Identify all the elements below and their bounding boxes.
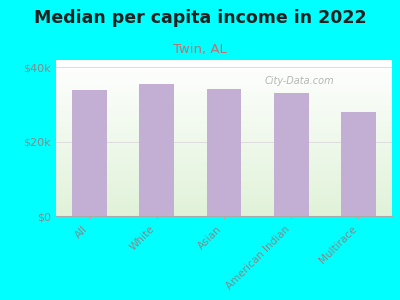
Bar (72, 90, 107, 216)
Bar (206, 89, 242, 216)
Bar (341, 112, 376, 216)
Text: City-Data.com: City-Data.com (264, 76, 334, 85)
Bar (139, 84, 174, 216)
Bar (274, 93, 309, 216)
Text: Median per capita income in 2022: Median per capita income in 2022 (34, 9, 366, 27)
Text: Twin, AL: Twin, AL (173, 44, 227, 56)
